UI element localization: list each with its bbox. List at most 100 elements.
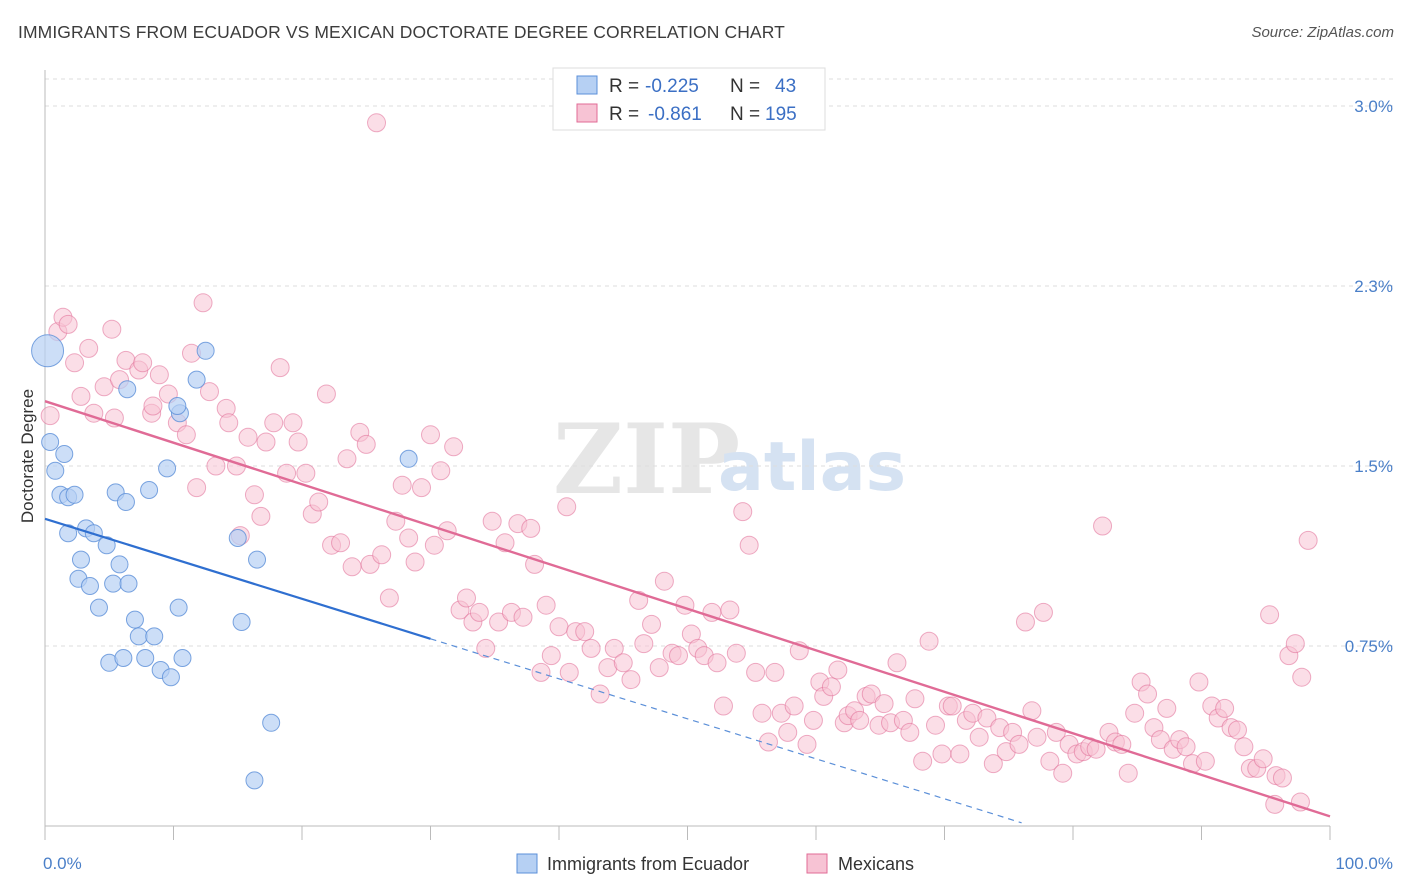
mexicans-point [1027, 727, 1047, 747]
mexicans-point [913, 751, 933, 771]
legend: R = -0.225 N = 43 R = -0.861 N = 195 [552, 67, 826, 131]
mexicans-point [309, 492, 329, 512]
mexicans-point [654, 571, 674, 591]
mexicans-point [746, 662, 766, 682]
x-tick-label-max: 100.0% [1335, 854, 1393, 873]
mexicans-point [758, 732, 778, 752]
mexicans-point [1285, 634, 1305, 654]
mexicans-point [482, 511, 502, 531]
mexicans-point [412, 478, 432, 498]
mexicans-point [102, 319, 122, 339]
mexicans-point [575, 622, 595, 642]
ecuador-point [41, 433, 60, 451]
mexicans-point [549, 617, 569, 637]
mexicans-point [238, 427, 258, 447]
mexicans-point [367, 113, 387, 133]
mexicans-point [905, 689, 925, 709]
mexicans-point [649, 658, 669, 678]
mexicans-point [926, 715, 946, 735]
mexicans-point [176, 425, 196, 445]
trendlines [44, 400, 1331, 824]
mexicans-point [634, 634, 654, 654]
ecuador-point [129, 627, 148, 646]
mexicans-point [581, 638, 601, 658]
mexicans-point [669, 646, 689, 666]
mexicans-point [613, 653, 633, 673]
mexicans-point [264, 413, 284, 433]
y-tick-label: 3.0% [1354, 97, 1393, 116]
mexicans-point [94, 377, 114, 397]
mexicans-point [713, 696, 733, 716]
ecuador-point [110, 555, 129, 574]
legend-r-label-0: R = [609, 76, 644, 97]
legend-n-value-0: 43 [775, 76, 796, 97]
mexicans-point [379, 588, 399, 608]
mexicans-point [296, 463, 316, 483]
ecuador-point [46, 461, 65, 480]
mexicans-point [356, 434, 376, 454]
mexicans-point [199, 382, 219, 402]
ecuador-point [158, 459, 177, 478]
mexicans-point [40, 406, 60, 426]
watermark-atlas: atlas [718, 428, 906, 507]
mexicans-point [79, 338, 99, 358]
mexicans-point [900, 722, 920, 742]
mexicans-point [828, 660, 848, 680]
ecuador-point [104, 574, 123, 593]
legend-n-label-0: N = [730, 76, 765, 97]
mexicans-point [316, 384, 336, 404]
ecuador-point [248, 550, 267, 569]
mexicans-point [1215, 698, 1235, 718]
mexicans-point [405, 552, 425, 572]
mexicans-point [193, 293, 213, 313]
mexicans-point [707, 653, 727, 673]
mexicans-point [733, 502, 753, 522]
mexicans-point [372, 545, 392, 565]
mexicans-point [71, 386, 91, 406]
ecuador-point [140, 481, 159, 499]
mexicans-point [58, 314, 78, 334]
mexicans-point [932, 744, 952, 764]
mexicans-point [489, 612, 509, 632]
ecuador-point [262, 713, 281, 732]
ecuador-point [65, 485, 84, 504]
mexicans-point [337, 449, 357, 469]
ecuador-point [118, 380, 137, 399]
mexicans-point [65, 353, 85, 373]
ecuador-point [173, 649, 192, 667]
mexicans-point [1138, 684, 1158, 704]
mexicans-point [950, 744, 970, 764]
ecuador-point [168, 397, 187, 415]
mexicans-point [283, 413, 303, 433]
y-tick-label: 0.75% [1345, 637, 1393, 656]
y-axis-title: Doctorate Degree [18, 389, 37, 523]
bottom-legend-label-ecuador: Immigrants from Ecuador [547, 854, 749, 874]
y-tick-label: 2.3% [1354, 277, 1393, 296]
mexicans-point [469, 602, 489, 622]
ecuador-point [187, 370, 206, 389]
ecuador-point [97, 536, 116, 555]
mexicans-point [1253, 749, 1273, 769]
mexicans-trendline [44, 400, 1331, 818]
grid [45, 78, 1395, 647]
mexicans-point [476, 638, 496, 658]
ecuador-trendline [44, 517, 431, 640]
mexicans-point [850, 710, 870, 730]
mexicans-point [752, 703, 772, 723]
mexicans-point [1298, 530, 1318, 550]
ecuador-point [80, 577, 99, 595]
mexicans-point [797, 734, 817, 754]
mexicans-point [1046, 722, 1066, 742]
mexicans-point [874, 694, 894, 714]
bottom-legend-swatch-ecuador [516, 853, 538, 874]
x-tick-label-min: 0.0% [43, 854, 82, 873]
watermark: ZIP atlas [553, 403, 906, 516]
ecuador-point [145, 627, 164, 646]
mexicans-point [251, 506, 271, 526]
mexicans-point [1125, 703, 1145, 723]
mexicans-point [244, 485, 264, 505]
mexicans-point [1033, 602, 1053, 622]
ecuador-point [119, 574, 138, 593]
mexicans-point [143, 396, 163, 416]
legend-r-value-1: -0.861 [648, 104, 702, 125]
